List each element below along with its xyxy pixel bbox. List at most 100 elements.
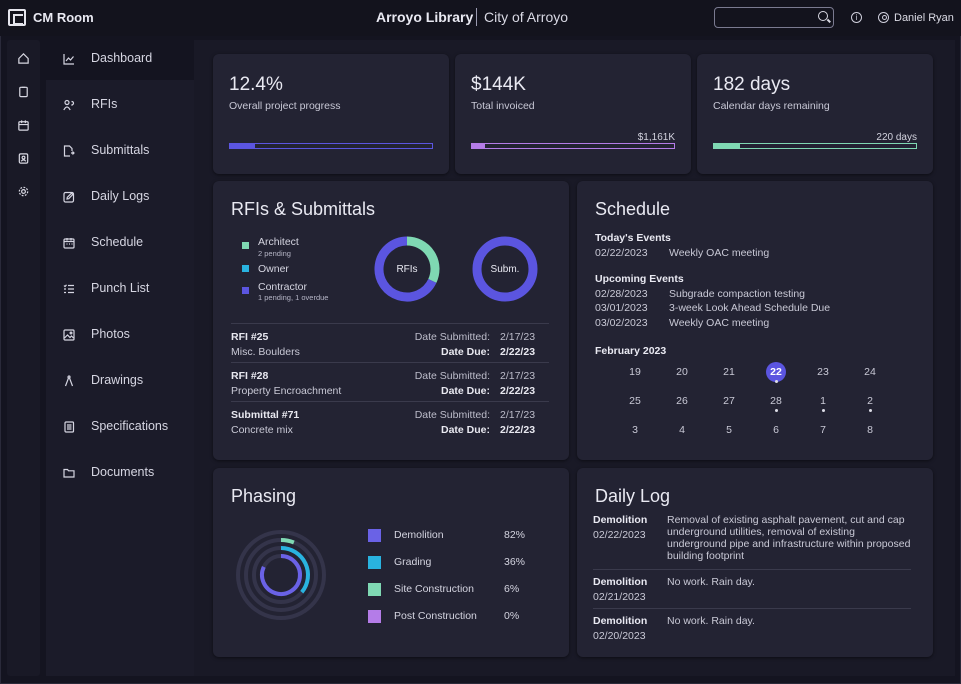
calendar-day[interactable]: 25: [629, 395, 641, 407]
ring-demolition[interactable]: [260, 554, 302, 596]
phase-value: 0%: [504, 610, 520, 622]
due-date: 2/22/23: [500, 424, 536, 436]
phasing-rings-chart[interactable]: [230, 524, 332, 626]
user-icon[interactable]: [878, 12, 889, 23]
invoiced-bar-fill: [472, 144, 486, 148]
sidebar-item-specifications[interactable]: Specifications: [46, 408, 194, 448]
log-title: Demolition: [593, 615, 648, 627]
donut-segment-contractor[interactable]: [472, 236, 538, 302]
info-icon[interactable]: i: [851, 12, 862, 23]
invoiced-card[interactable]: $144K Total invoiced $1,161K: [455, 54, 691, 174]
sidebar-item-label: Dashboard: [91, 51, 153, 65]
calendar-day[interactable]: 1: [820, 395, 826, 407]
calendar-day[interactable]: 26: [676, 395, 688, 407]
calendar-day[interactable]: 28: [770, 395, 782, 407]
due-label: Date Due:: [440, 385, 490, 397]
list-item[interactable]: Demolition 02/21/2023 No work. Rain day.: [593, 569, 911, 608]
sidebar-item-schedule[interactable]: Schedule: [46, 224, 194, 264]
calendar-day[interactable]: 27: [723, 395, 735, 407]
table-row[interactable]: Submittal #71 Concrete mix Date Submitte…: [231, 401, 549, 440]
phase-swatch-grading: [368, 556, 381, 569]
days-cap: 220 days: [876, 132, 917, 143]
icon-rail: [7, 40, 40, 676]
checklist-icon: [63, 284, 74, 294]
progress-bar: [229, 143, 433, 149]
donut-segment-architect[interactable]: [406, 236, 440, 283]
calendar-day[interactable]: 21: [723, 366, 735, 378]
calendar-day[interactable]: 4: [679, 424, 685, 436]
legend-swatch-architect: [242, 242, 249, 249]
submittals-donut-label: Subm.: [490, 264, 520, 275]
legend-label-contractor: Contractor: [258, 281, 308, 293]
project-name[interactable]: Arroyo Library: [376, 9, 474, 25]
phase-swatch-post-construction: [368, 610, 381, 623]
calendar-day[interactable]: 23: [817, 366, 829, 378]
phase-label: Grading: [394, 556, 432, 568]
calendar-day[interactable]: 19: [629, 366, 641, 378]
invoiced-value: $144K: [471, 74, 526, 95]
search-icon[interactable]: [818, 11, 828, 21]
sidebar-item-dashboard[interactable]: Dashboard: [46, 40, 194, 80]
submittals-donut[interactable]: [471, 235, 539, 303]
calendar-day[interactable]: 3: [632, 424, 638, 436]
due-date: 2/22/23: [500, 385, 536, 397]
rfi-id: RFI #25: [231, 331, 269, 343]
table-row[interactable]: RFI #25 Misc. Boulders Date Submitted: 2…: [231, 323, 549, 362]
calendar-icon[interactable]: [17, 119, 30, 132]
calendar-day[interactable]: 7: [820, 424, 826, 436]
settings-icon[interactable]: [17, 185, 30, 198]
calendar-day[interactable]: 24: [864, 366, 876, 378]
ring-grading[interactable]: [280, 546, 310, 594]
search-input[interactable]: [714, 7, 834, 28]
list-item[interactable]: Demolition 02/22/2023 Removal of existin…: [593, 514, 911, 570]
days-card[interactable]: 182 days Calendar days remaining 220 day…: [697, 54, 933, 174]
sidebar-item-photos[interactable]: Photos: [46, 316, 194, 356]
folder-icon: [63, 468, 75, 478]
table-row[interactable]: RFI #28 Property Encroachment Date Submi…: [231, 362, 549, 401]
legend-sub-contractor: 1 pending, 1 overdue: [258, 293, 329, 302]
home-icon[interactable]: [17, 52, 30, 65]
log-date: 02/22/2023: [593, 529, 646, 541]
donut-segment-contractor[interactable]: [374, 236, 437, 302]
days-bar: [713, 143, 917, 149]
sidebar-item-rfis[interactable]: RFIs: [46, 86, 194, 126]
phase-value: 36%: [504, 556, 526, 568]
phase-label: Post Construction: [394, 610, 477, 622]
calendar-day[interactable]: 6: [773, 424, 779, 436]
list-item[interactable]: Demolition 02/20/2023 No work. Rain day.: [593, 608, 911, 647]
log-date: 02/20/2023: [593, 630, 646, 642]
sidebar-item-label: Schedule: [91, 235, 144, 249]
sidebar-item-daily-logs[interactable]: Daily Logs: [46, 178, 194, 218]
invoiced-bar: [471, 143, 675, 149]
sidebar-item-drawings[interactable]: Drawings: [46, 362, 194, 402]
event-indicator-dot: [821, 409, 825, 412]
user-name[interactable]: Daniel Ryan: [894, 12, 954, 24]
contacts-icon[interactable]: [17, 152, 30, 165]
event-text[interactable]: Weekly OAC meeting: [669, 247, 770, 259]
progress-card[interactable]: 12.4% Overall project progress: [213, 54, 449, 174]
ring-track: [244, 538, 318, 612]
sidebar-item-submittals[interactable]: Submittals: [46, 132, 194, 172]
calendar-day[interactable]: 22: [770, 366, 782, 378]
event-text[interactable]: 3-week Look Ahead Schedule Due: [669, 302, 831, 314]
log-text: No work. Rain day.: [667, 615, 755, 627]
sidebar-item-punch-list[interactable]: Punch List: [46, 270, 194, 310]
calendar-day[interactable]: 5: [726, 424, 732, 436]
progress-value: 12.4%: [229, 74, 283, 95]
sidebar-item-documents[interactable]: Documents: [46, 454, 194, 494]
calendar-day[interactable]: 20: [676, 366, 688, 378]
calendar-day[interactable]: 8: [867, 424, 873, 436]
calendar-day[interactable]: 2: [867, 395, 873, 407]
rfis-donut-label: RFIs: [396, 264, 418, 275]
legend-swatch-owner: [242, 265, 249, 272]
today-heading: Today's Events: [595, 232, 671, 244]
event-date: 03/01/2023: [595, 302, 648, 314]
log-title: Demolition: [593, 514, 648, 526]
clipboard-icon[interactable]: [17, 85, 30, 98]
title-divider: [476, 8, 477, 26]
event-text[interactable]: Weekly OAC meeting: [669, 317, 770, 329]
document-arrow-icon: [63, 145, 75, 157]
ring-site-construction[interactable]: [280, 538, 295, 545]
event-text[interactable]: Subgrade compaction testing: [669, 288, 806, 300]
rfis-donut[interactable]: [373, 235, 441, 303]
